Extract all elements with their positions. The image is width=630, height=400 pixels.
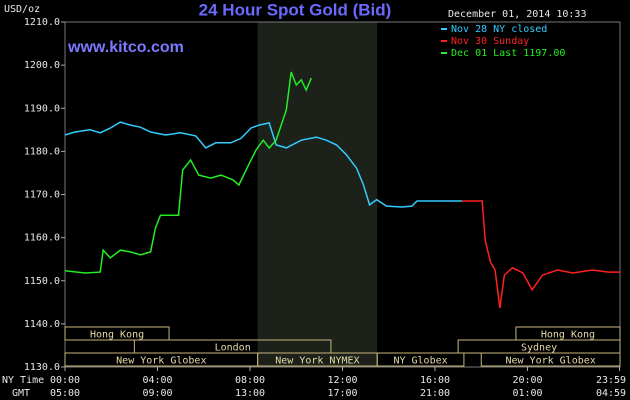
series-line [64, 121, 463, 208]
x-tick-label: 04:00 [142, 375, 172, 386]
y-tick-label: 1140.0 [24, 319, 60, 330]
y-tick-label: 1190.0 [24, 103, 60, 114]
session-box [480, 352, 621, 367]
x-tick-label: 23:59 [596, 375, 626, 386]
y-tick-label: 1210.0 [24, 17, 60, 28]
session-box [64, 326, 170, 341]
session-label: London [215, 343, 251, 354]
x-tick-label: 16:00 [420, 375, 450, 386]
legend-label: Nov 30 Sunday [451, 36, 529, 47]
y-tick-label: 1130.0 [24, 362, 60, 373]
y-tick-label: 1160.0 [24, 233, 60, 244]
y-tick-label: 1180.0 [24, 146, 60, 157]
x2-tick-label: 13:00 [235, 388, 265, 399]
session-label: NY Globex [393, 356, 447, 367]
session-label: Hong Kong [541, 330, 595, 341]
x-tick-label: 08:00 [235, 375, 265, 386]
x-row-label: GMT [12, 388, 30, 399]
x2-tick-label: 01:00 [512, 388, 542, 399]
series-line [462, 200, 620, 309]
x2-tick-label: 21:00 [420, 388, 450, 399]
x2-tick-label: 04:59 [596, 388, 626, 399]
y-tick-label: 1170.0 [24, 190, 60, 201]
session-box [376, 352, 465, 367]
x2-tick-label: 17:00 [327, 388, 357, 399]
chart-title: 24 Hour Spot Gold (Bid) [199, 0, 392, 19]
session-label: Sydney [521, 343, 557, 354]
x-tick-label: 00:00 [50, 375, 80, 386]
x-row-label: NY Time [2, 375, 44, 386]
session-label: New York NYMEX [275, 356, 359, 367]
y-tick-label: 1200.0 [24, 60, 60, 71]
series-line [64, 71, 312, 274]
x2-tick-label: 05:00 [50, 388, 80, 399]
website: www.kitco.com [67, 39, 184, 56]
shaded-span [257, 22, 378, 367]
y-axis-label: USD/oz [4, 4, 40, 15]
session-label: New York Globex [505, 356, 595, 367]
session-label: New York Globex [116, 356, 206, 367]
timestamp: December 01, 2014 10:33 [448, 9, 586, 20]
session-label: Hong Kong [90, 330, 144, 341]
x2-tick-label: 09:00 [142, 388, 172, 399]
x-tick-label: 12:00 [327, 375, 357, 386]
legend-label: Nov 28 NY closed [451, 24, 547, 35]
x-tick-label: 20:00 [512, 375, 542, 386]
y-tick-label: 1150.0 [24, 276, 60, 287]
legend-label: Dec 01 Last 1197.00 [451, 48, 565, 59]
